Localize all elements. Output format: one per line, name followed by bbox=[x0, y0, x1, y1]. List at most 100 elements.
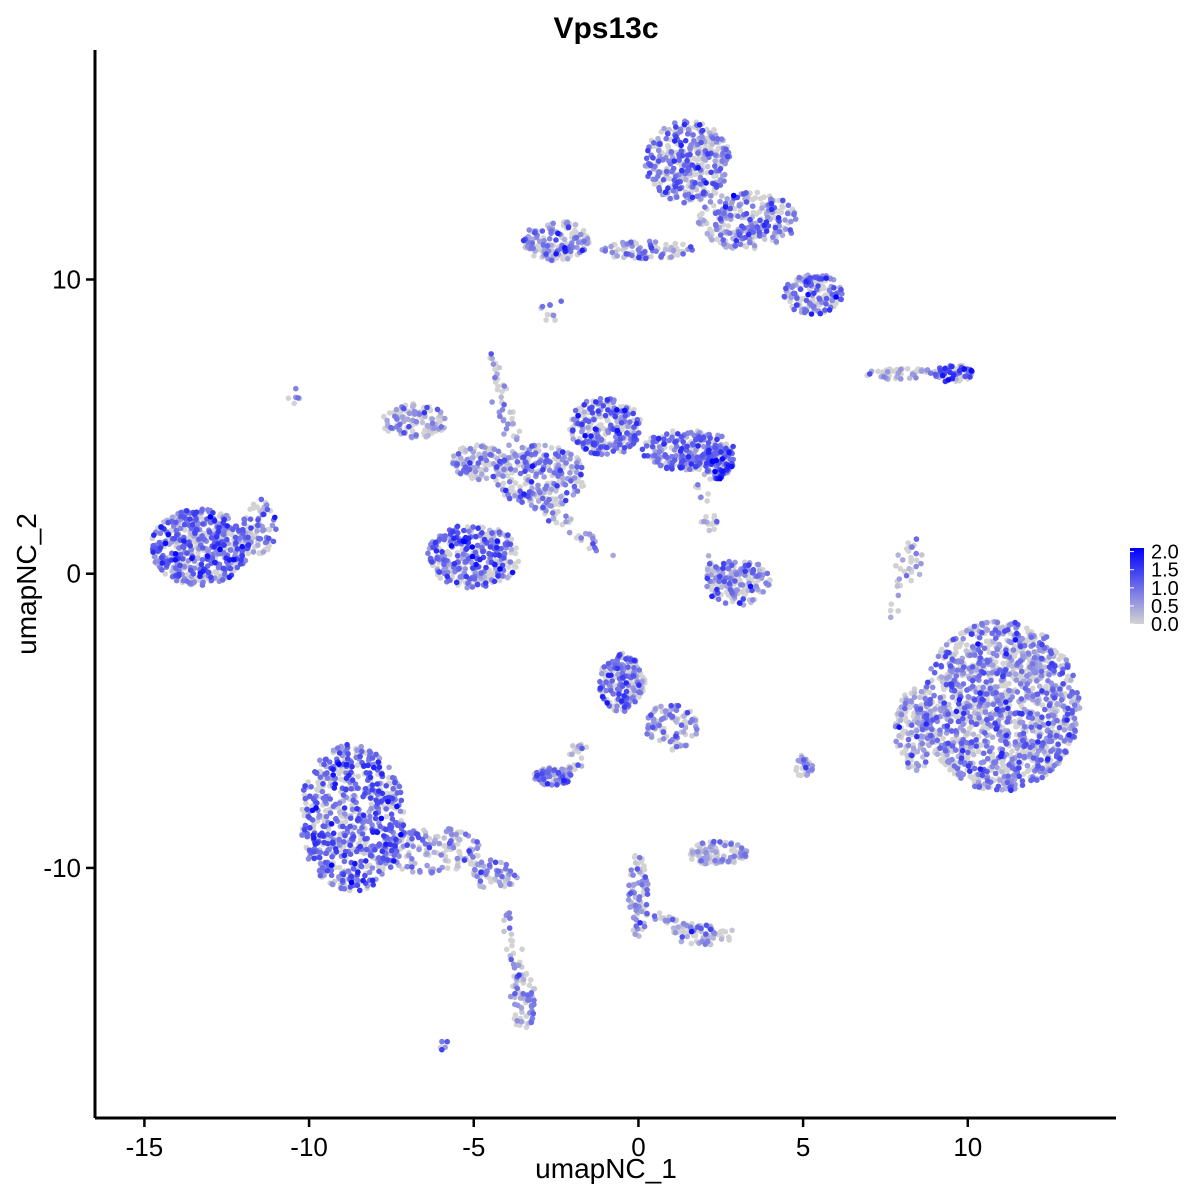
cell-point bbox=[704, 498, 710, 504]
cell-point bbox=[723, 441, 730, 448]
cell-point bbox=[393, 406, 400, 413]
cell-point bbox=[907, 698, 914, 704]
cell-point bbox=[958, 659, 965, 665]
cell-point bbox=[964, 627, 970, 634]
cell-point bbox=[552, 317, 558, 324]
cell-point bbox=[501, 917, 507, 923]
cell-point bbox=[657, 180, 663, 187]
cell-point bbox=[626, 882, 632, 889]
cell-point bbox=[441, 843, 447, 849]
cell-point bbox=[429, 420, 436, 427]
cell-point bbox=[821, 285, 827, 292]
cell-point bbox=[336, 770, 342, 777]
cell-point bbox=[682, 176, 689, 183]
cell-point bbox=[763, 580, 769, 586]
cell-point bbox=[784, 210, 791, 217]
cell-point bbox=[969, 775, 976, 781]
cell-point bbox=[583, 744, 590, 750]
cell-point bbox=[779, 203, 785, 209]
cell-point bbox=[737, 207, 744, 214]
cell-point bbox=[967, 714, 973, 720]
cell-point bbox=[255, 542, 261, 548]
cell-point bbox=[474, 845, 481, 852]
cell-point bbox=[1010, 647, 1017, 653]
cell-point bbox=[636, 694, 642, 700]
cell-point bbox=[960, 727, 967, 734]
cell-point bbox=[410, 843, 416, 850]
cell-point bbox=[717, 198, 723, 205]
cell-point bbox=[725, 858, 732, 865]
cell-point bbox=[614, 253, 620, 259]
cell-point bbox=[695, 482, 701, 488]
cell-point bbox=[707, 199, 714, 205]
cell-point bbox=[503, 426, 510, 432]
cell-point bbox=[413, 418, 420, 425]
cell-point bbox=[753, 583, 760, 590]
cell-point bbox=[736, 202, 742, 209]
cell-point bbox=[512, 1001, 518, 1008]
cell-point bbox=[1043, 683, 1049, 690]
cell-point bbox=[980, 684, 986, 691]
cell-point bbox=[753, 211, 760, 217]
cell-point bbox=[355, 877, 361, 884]
cell-point bbox=[586, 531, 593, 537]
cell-point bbox=[704, 583, 710, 590]
cell-point bbox=[466, 528, 472, 535]
cell-point bbox=[1048, 738, 1055, 744]
cell-point bbox=[472, 867, 478, 873]
cell-point bbox=[550, 312, 557, 319]
cell-point bbox=[915, 762, 922, 769]
cell-point bbox=[712, 158, 718, 164]
cell-point bbox=[712, 190, 719, 196]
cell-point bbox=[887, 614, 894, 621]
cell-point bbox=[945, 701, 952, 708]
cell-point bbox=[937, 727, 943, 733]
cell-point bbox=[496, 364, 503, 371]
cell-point bbox=[454, 862, 461, 869]
cell-point bbox=[514, 1018, 521, 1024]
cell-point bbox=[901, 748, 908, 755]
cell-point bbox=[416, 411, 423, 417]
cell-point bbox=[648, 734, 655, 740]
cell-point bbox=[703, 849, 709, 856]
cell-point bbox=[953, 642, 960, 648]
cell-point bbox=[688, 940, 695, 947]
cell-point bbox=[773, 238, 780, 245]
cell-point bbox=[926, 689, 933, 696]
cell-point bbox=[721, 178, 727, 184]
cell-point bbox=[429, 869, 436, 875]
cell-point bbox=[966, 725, 973, 732]
cell-point bbox=[895, 608, 901, 614]
cell-point bbox=[1013, 677, 1020, 683]
cell-point bbox=[408, 433, 415, 440]
cell-point bbox=[875, 368, 881, 375]
cell-point bbox=[499, 406, 506, 413]
cell-point bbox=[908, 729, 915, 736]
cell-point bbox=[508, 931, 515, 937]
cell-point bbox=[708, 193, 714, 199]
cell-point bbox=[989, 734, 996, 740]
cell-point bbox=[492, 366, 498, 373]
cell-point bbox=[972, 652, 978, 658]
cell-point bbox=[633, 907, 639, 913]
cell-point bbox=[495, 448, 502, 455]
cell-point bbox=[913, 557, 920, 564]
cell-point bbox=[508, 546, 515, 553]
cell-point bbox=[425, 432, 431, 439]
cell-point bbox=[698, 494, 704, 501]
cell-point bbox=[570, 492, 577, 498]
cell-point bbox=[513, 545, 519, 551]
cell-point bbox=[937, 648, 944, 655]
cell-point bbox=[991, 759, 998, 766]
cell-point bbox=[457, 574, 464, 580]
cell-point bbox=[358, 743, 365, 750]
cell-point bbox=[913, 375, 919, 381]
cell-point bbox=[919, 740, 926, 747]
cell-point bbox=[368, 805, 374, 812]
cell-point bbox=[782, 217, 788, 223]
cell-point bbox=[578, 535, 584, 541]
cell-point bbox=[386, 764, 392, 771]
cell-point bbox=[422, 427, 428, 433]
cell-point bbox=[532, 504, 539, 511]
